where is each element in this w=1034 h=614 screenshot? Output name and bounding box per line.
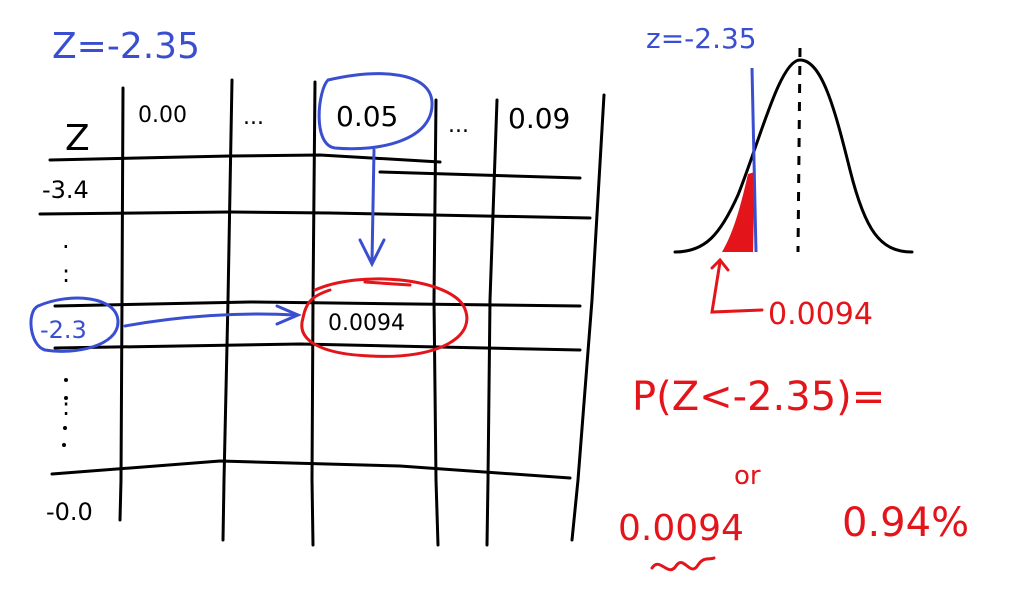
percent-answer: 0.94%	[842, 500, 969, 546]
table-vline-6	[570, 93, 606, 542]
row-dots	[62, 378, 68, 447]
table-vline-2	[221, 78, 234, 542]
row-label-3: -2.3	[40, 316, 87, 344]
tail-pointer	[710, 257, 764, 314]
header-corner-z: Z	[65, 118, 90, 159]
header-col-ellipsis-1: ...	[243, 105, 264, 130]
shaded-left-tail	[722, 172, 755, 252]
table-row-labels: -3.4 . : -2.3 : -0.0	[40, 176, 93, 526]
circle-row-2-3	[29, 296, 120, 353]
z-cut-line	[750, 67, 758, 253]
table-hline-2	[38, 210, 592, 220]
z-value-label: Z=-2.35	[52, 26, 200, 67]
table-headers: Z 0.00 ... 0.05 ... 0.09	[65, 100, 570, 159]
row-label-4: :	[62, 393, 70, 421]
header-col-ellipsis-2: ...	[448, 113, 469, 138]
table-vline-5	[485, 98, 499, 547]
header-col-0-09: 0.09	[508, 102, 570, 135]
blue-annotations	[29, 72, 434, 353]
table-hline-4	[50, 459, 572, 480]
table-hline-header-b	[378, 170, 582, 180]
table-vline-1	[118, 86, 125, 522]
row-label-1: .	[62, 226, 70, 254]
table-hline-3b	[53, 342, 582, 352]
probability-expression: P(Z<-2.35)=	[632, 374, 885, 420]
arrow-down-shaft	[370, 148, 376, 264]
circle-col-0-05	[317, 72, 434, 151]
arrow-down-head	[358, 238, 386, 268]
header-col-0-05: 0.05	[336, 100, 398, 133]
table-hline-3a	[53, 300, 582, 308]
decimal-squiggle	[650, 556, 716, 572]
red-cell-circle	[300, 277, 469, 358]
table-vline-3	[310, 80, 317, 547]
decimal-answer: 0.0094	[618, 508, 744, 549]
connector-or: or	[734, 461, 761, 491]
mean-dashed-line	[796, 47, 802, 253]
row-label-5: -0.0	[46, 498, 93, 526]
right-z-value-label: z=-2.35	[646, 22, 757, 55]
header-col-0: 0.00	[138, 103, 187, 128]
table-vline-4	[432, 98, 440, 547]
row-label-2: :	[62, 260, 70, 288]
tail-value: 0.0094	[768, 297, 873, 332]
bell-curve	[673, 58, 914, 254]
table-hline-header	[48, 153, 442, 164]
highlight-cell-value: 0.0094	[328, 311, 405, 336]
arrow-right-head	[275, 304, 302, 326]
z-table	[38, 78, 606, 547]
normal-curve-diagram	[673, 47, 914, 254]
row-label-0: -3.4	[42, 176, 89, 204]
arrow-right-shaft	[123, 312, 297, 328]
